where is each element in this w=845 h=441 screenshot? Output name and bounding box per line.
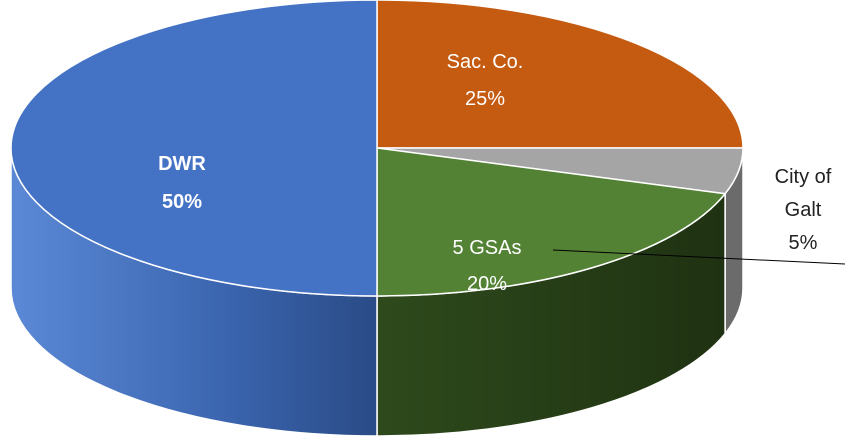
label-line: DWR [158,153,206,175]
label-sac-co: Sac. Co. 25% [447,51,524,110]
label-line: 50% [162,191,202,213]
label-5-gsas: 5 GSAs 20% [453,237,522,295]
label-city-of-galt: City of Galt 5% [775,166,832,254]
slice-sac-co [376,0,744,149]
label-line: 25% [465,88,505,110]
label-line: Galt [785,199,822,221]
slice-5-gsas [376,147,726,297]
label-dwr: DWR 50% [158,153,206,213]
slice-dwr [10,0,378,297]
pie-top-faces [10,0,744,297]
label-line: 20% [467,273,507,295]
label-line: Sac. Co. [447,51,524,73]
label-line: 5% [789,232,818,254]
label-line: 5 GSAs [453,237,522,259]
label-line: City of [775,166,832,188]
pie-labels: Sac. Co. 25% City of Galt 5% 5 GSAs 20% DWR 50% [158,51,845,295]
leader-line [552,249,845,265]
